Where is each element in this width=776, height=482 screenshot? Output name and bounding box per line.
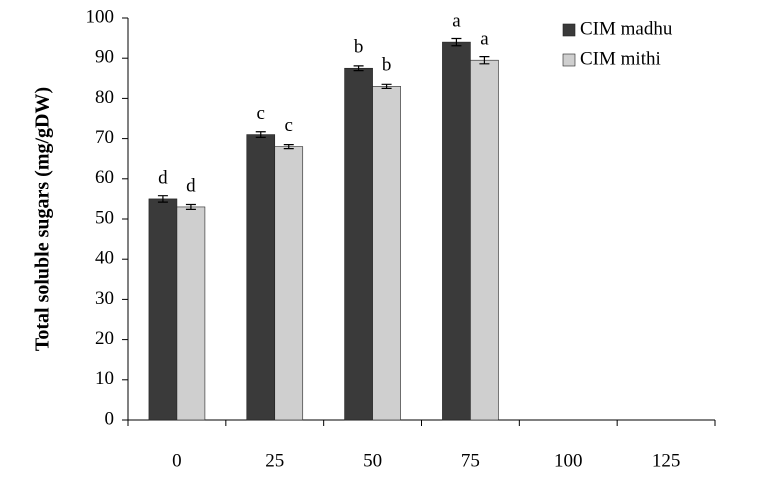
y-tick-label: 20 xyxy=(95,328,114,349)
significance-letter: b xyxy=(354,37,364,58)
legend-label: CIM mithi xyxy=(580,48,661,69)
y-axis-title: Total soluble sugars (mg/gDW) xyxy=(32,87,54,351)
x-tick-label: 25 xyxy=(265,450,284,471)
bar xyxy=(372,86,401,421)
bar xyxy=(442,41,471,421)
y-tick-label: 50 xyxy=(95,207,114,228)
significance-letter: b xyxy=(382,55,392,76)
y-tick-label: 80 xyxy=(95,87,114,108)
bar xyxy=(344,67,373,421)
bar xyxy=(274,146,304,421)
error-bar xyxy=(283,144,294,150)
y-tick-label: 70 xyxy=(95,127,114,148)
y-tick-label: 60 xyxy=(95,167,114,188)
x-tick-label: 100 xyxy=(554,450,583,471)
y-tick-label: 100 xyxy=(86,6,115,27)
x-tick-label: 75 xyxy=(461,450,480,471)
significance-letter: d xyxy=(158,167,168,188)
x-tick-label: 125 xyxy=(652,450,681,471)
significance-letter: a xyxy=(452,10,461,31)
bar xyxy=(470,59,499,421)
legend-swatch xyxy=(562,53,576,67)
significance-letter: c xyxy=(285,115,293,136)
error-bar xyxy=(451,37,462,47)
error-bar xyxy=(185,203,196,210)
legend-swatch xyxy=(562,23,576,37)
error-bar xyxy=(255,131,266,138)
significance-letter: d xyxy=(186,175,196,196)
legend-label: CIM madhu xyxy=(580,18,673,39)
bar xyxy=(148,198,178,421)
bar xyxy=(176,206,206,421)
error-bar xyxy=(479,55,490,65)
error-bar xyxy=(353,65,364,72)
y-tick-label: 10 xyxy=(95,368,114,389)
error-bar xyxy=(157,195,168,203)
error-bar xyxy=(381,83,392,89)
y-tick-label: 0 xyxy=(105,408,115,429)
bar xyxy=(246,134,276,421)
y-tick-label: 30 xyxy=(95,288,114,309)
significance-letter: a xyxy=(480,29,489,50)
y-tick-label: 40 xyxy=(95,248,114,269)
x-tick-label: 50 xyxy=(363,450,382,471)
x-tick-label: 0 xyxy=(172,450,182,471)
y-tick-label: 90 xyxy=(95,47,114,68)
significance-letter: c xyxy=(257,103,265,124)
